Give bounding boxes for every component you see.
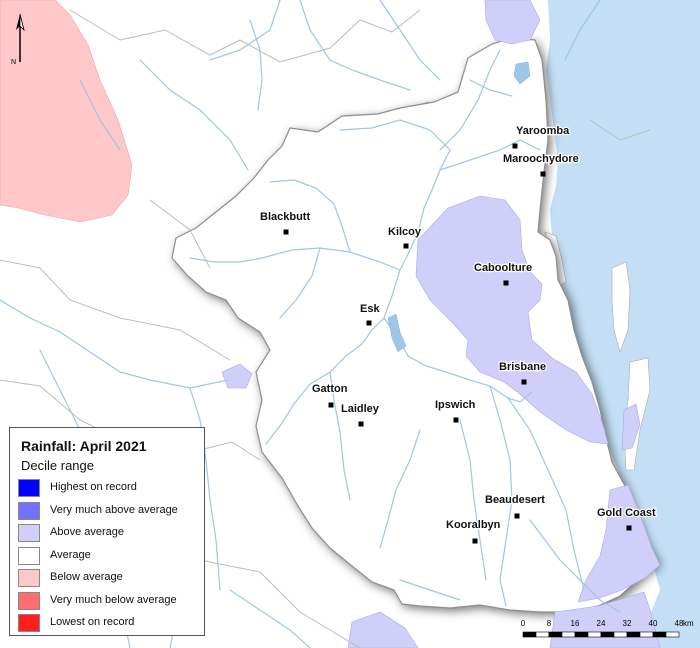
- legend: Rainfall: April 2021 Decile range Highes…: [9, 427, 205, 636]
- town-label-kooralbyn: Kooralbyn: [446, 519, 501, 531]
- town-marker-maroochydore: [540, 171, 546, 177]
- legend-swatch: [18, 524, 40, 542]
- scale-bar-segment: [652, 631, 667, 638]
- island-moreton: [611, 261, 631, 353]
- town-layer: Yaroomba Maroochydore Blackbutt Kilcoy Caboo…: [259, 124, 657, 544]
- legend-swatch: [18, 479, 40, 497]
- town-label-caboolture: Caboolture: [474, 262, 532, 274]
- legend-item-label: Very much below average: [50, 593, 177, 606]
- town-label-yaroomba: Yaroomba: [516, 125, 570, 137]
- town-marker-kooralbyn: [472, 538, 478, 544]
- legend-item-label: Very much above average: [50, 503, 178, 516]
- scale-bar-tick-label: 32: [623, 619, 632, 628]
- legend-item-label: Below average: [50, 571, 123, 583]
- legend-item: Below average: [18, 569, 204, 588]
- lake-dam: [387, 313, 407, 353]
- legend-item: Very much below average: [18, 591, 204, 611]
- scale-bar-segment: [535, 631, 550, 638]
- scale-bar-tick-label: 8: [547, 619, 552, 628]
- town-marker-gold-coast: [626, 525, 632, 531]
- town-label-laidley: Laidley: [341, 403, 380, 415]
- town-marker-ipswich: [453, 417, 459, 423]
- town-label-beaudesert: Beaudesert: [485, 494, 545, 506]
- scale-bar-unit: km: [683, 619, 694, 628]
- legend-subtitle: Decile range: [21, 458, 94, 473]
- town-label-ipswich: Ipswich: [435, 399, 476, 411]
- town-marker-blackbutt: [283, 229, 289, 235]
- legend-item: Average: [18, 546, 204, 566]
- scale-bar-tick-label: 24: [597, 619, 606, 628]
- legend-swatch: [18, 501, 40, 520]
- legend-item: Above average: [18, 524, 204, 543]
- below-average-region-west: [0, 0, 133, 223]
- town-marker-brisbane: [521, 379, 527, 385]
- scale-bar-tick-label: 40: [649, 619, 658, 628]
- above-average-region-north: [484, 0, 541, 45]
- scale-bar-tick-label: 0: [521, 619, 526, 628]
- above-average-region-stradbroke: [621, 403, 641, 451]
- town-label-gold-coast: Gold Coast: [597, 507, 656, 519]
- legend-swatch: [18, 614, 40, 632]
- town-marker-laidley: [358, 421, 364, 427]
- scale-bar-segment: [587, 631, 602, 638]
- scale-bar-tick-label: 16: [571, 619, 580, 628]
- town-marker-kilcoy: [403, 243, 409, 249]
- legend-item: Very much above average: [18, 501, 204, 521]
- scale-bar-segment: [665, 631, 680, 638]
- north-arrow: N: [11, 13, 25, 66]
- legend-swatch: [18, 546, 40, 565]
- legend-item-label: Average: [50, 548, 91, 561]
- town-label-maroochydore: Maroochydore: [503, 153, 579, 165]
- above-average-region-goldcoast: [577, 484, 661, 603]
- scale-bar-segment: [639, 631, 654, 638]
- legend-item: Lowest on record: [18, 614, 204, 633]
- above-average-region-caboolture: [415, 195, 609, 445]
- scale-bar-segment: [522, 631, 537, 638]
- legend-swatch: [18, 591, 40, 610]
- legend-title: Rainfall: April 2021: [21, 438, 147, 454]
- scale-bar-segment: [600, 631, 615, 638]
- town-label-kilcoy: Kilcoy: [388, 226, 422, 238]
- legend-item-label: Highest on record: [50, 481, 137, 493]
- town-marker-yaroomba: [512, 143, 518, 149]
- scale-bar-segment: [574, 631, 589, 638]
- scale-bar-segment: [548, 631, 563, 638]
- town-marker-caboolture: [503, 280, 509, 286]
- north-arrow-head-outline: [19, 13, 25, 32]
- town-label-blackbutt: Blackbutt: [260, 211, 310, 223]
- above-average-region-bottom: [347, 611, 419, 648]
- scale-bar-segment: [613, 631, 628, 638]
- town-label-esk: Esk: [360, 303, 380, 315]
- scale-bar-segment: [561, 631, 576, 638]
- north-arrow-head: [16, 14, 20, 30]
- north-arrow-label: N: [11, 59, 16, 66]
- town-label-brisbane: Brisbane: [499, 361, 546, 373]
- town-marker-gatton: [328, 402, 334, 408]
- legend-item-label: Lowest on record: [50, 616, 135, 628]
- scale-bar-tick-label: 48: [675, 619, 684, 628]
- above-average-region-islet: [221, 363, 253, 389]
- legend-item-label: Above average: [50, 526, 124, 538]
- town-label-gatton: Gatton: [312, 383, 348, 395]
- legend-swatch: [18, 569, 40, 587]
- legend-item: Highest on record: [18, 479, 204, 498]
- town-marker-esk: [366, 320, 372, 326]
- town-marker-beaudesert: [514, 513, 520, 519]
- scale-bar-segment: [626, 631, 641, 638]
- scale-bar: 0 8 16 24 32 40 48 km: [521, 619, 694, 638]
- lake-north: [513, 61, 531, 85]
